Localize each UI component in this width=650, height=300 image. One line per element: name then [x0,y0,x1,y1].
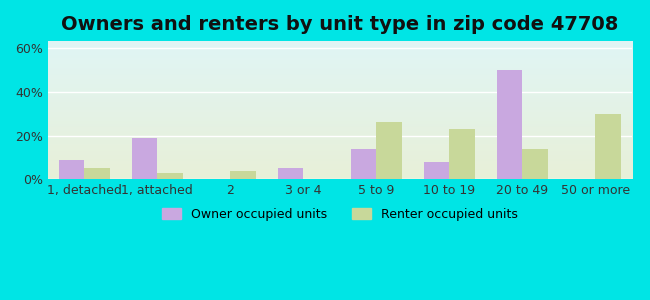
Bar [230,171,256,179]
Bar [84,169,110,179]
Bar [449,129,475,179]
Bar [278,169,304,179]
Bar [157,173,183,179]
Bar [132,138,157,179]
Title: Owners and renters by unit type in zip code 47708: Owners and renters by unit type in zip c… [61,15,619,34]
Bar [376,122,402,179]
Bar [497,70,523,179]
Legend: Owner occupied units, Renter occupied units: Owner occupied units, Renter occupied un… [157,203,523,226]
Bar [595,114,621,179]
Bar [424,162,449,179]
Bar [351,149,376,179]
Bar [523,149,548,179]
Bar [58,160,84,179]
